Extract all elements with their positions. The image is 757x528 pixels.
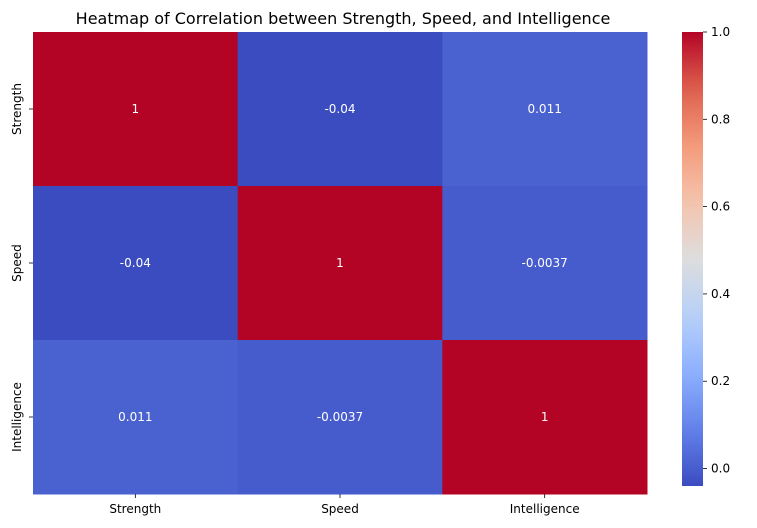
- heatmap-cell: [442, 340, 648, 495]
- heatmap-cell: [237, 32, 443, 187]
- colorbar-tick-label: 0.4: [711, 287, 730, 301]
- colorbar: [682, 32, 703, 486]
- cell-value-label: 1: [336, 256, 344, 270]
- colorbar-tick-label: 0.8: [711, 112, 730, 126]
- cell-value-label: 0.011: [118, 410, 152, 424]
- cell-value-label: -0.0037: [522, 256, 568, 270]
- cell-value-label: 0.011: [527, 102, 561, 116]
- heatmap-cells: 1 -0.04 0.011 -0.04 1 -0.0037 0.011 -0.0037 1: [33, 32, 648, 495]
- x-tick-label: Speed: [321, 502, 359, 516]
- heatmap-cell: [237, 186, 443, 341]
- x-tick-label: Intelligence: [510, 502, 580, 516]
- y-tick-label: Strength: [10, 83, 24, 135]
- heatmap-cell: [33, 186, 239, 341]
- colorbar-ticks: 0.0 0.2 0.4 0.6 0.8 1.0: [703, 25, 730, 476]
- y-tick-label: Speed: [10, 244, 24, 282]
- x-tick-label: Strength: [109, 502, 161, 516]
- cell-value-label: 1: [541, 410, 549, 424]
- cell-value-label: 1: [132, 102, 140, 116]
- colorbar-tick-label: 0.0: [711, 462, 730, 476]
- heatmap-cell: [33, 32, 239, 187]
- cell-value-label: -0.04: [120, 256, 151, 270]
- cell-value-label: -0.0037: [317, 410, 363, 424]
- colorbar-tick-label: 0.2: [711, 374, 730, 388]
- x-axis: Strength Speed Intelligence: [109, 494, 580, 516]
- colorbar-tick-label: 1.0: [711, 25, 730, 39]
- y-tick-label: Intelligence: [10, 382, 24, 452]
- cell-value-label: -0.04: [324, 102, 355, 116]
- heatmap-cell: [442, 186, 648, 341]
- heatmap-cell: [237, 340, 443, 495]
- chart-title: Heatmap of Correlation between Strength,…: [76, 9, 611, 28]
- heatmap-cell: [442, 32, 648, 187]
- heatmap-cell: [33, 340, 239, 495]
- y-axis: Strength Speed Intelligence: [10, 83, 33, 452]
- colorbar-tick-label: 0.6: [711, 200, 730, 214]
